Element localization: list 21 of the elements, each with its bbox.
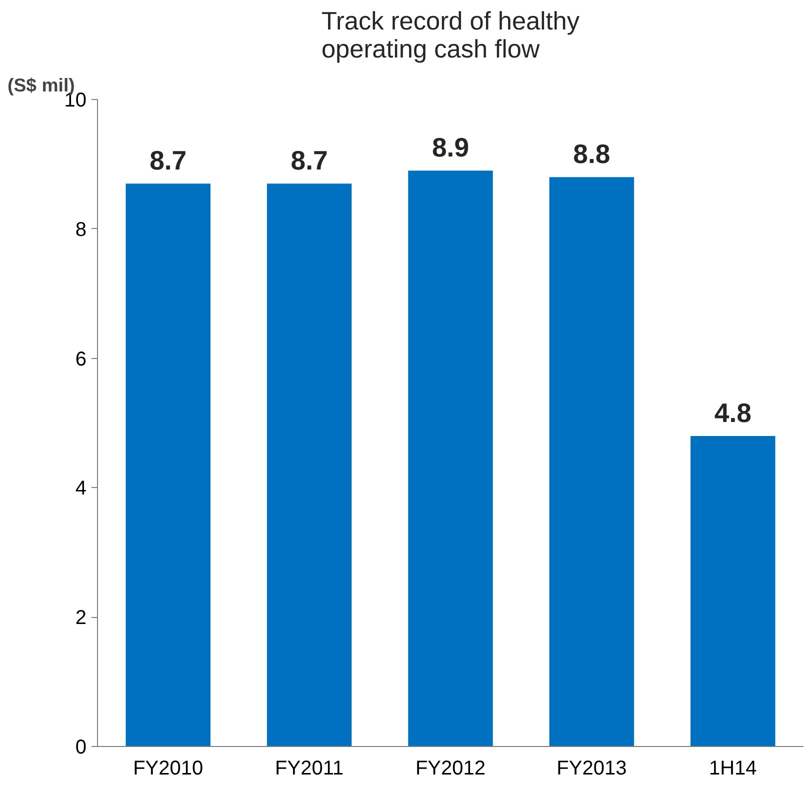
data-label: 8.8 [573,139,610,170]
x-tick-label: FY2010 [133,758,204,780]
data-label: 8.7 [290,146,328,176]
bar [549,177,634,746]
y-tick-label: 0 [75,736,86,758]
data-label: 8.9 [432,132,470,163]
chart-title: Track record of healthy operating cash flow [321,8,580,64]
bar [690,436,776,746]
y-tick-label: 2 [75,607,86,630]
x-tick-label: 1H14 [708,758,757,780]
x-tick-label: FY2011 [275,758,344,780]
bar [266,184,352,746]
data-label: 8.7 [150,146,187,176]
bar [408,170,493,746]
y-tick-label: 6 [75,348,86,370]
y-tick-label: 4 [75,478,86,500]
bar [126,184,210,746]
x-tick-label: FY2012 [415,758,486,780]
y-tick-label: 8 [75,218,86,241]
x-tick-label: FY2013 [556,758,627,780]
data-label: 4.8 [714,398,752,428]
